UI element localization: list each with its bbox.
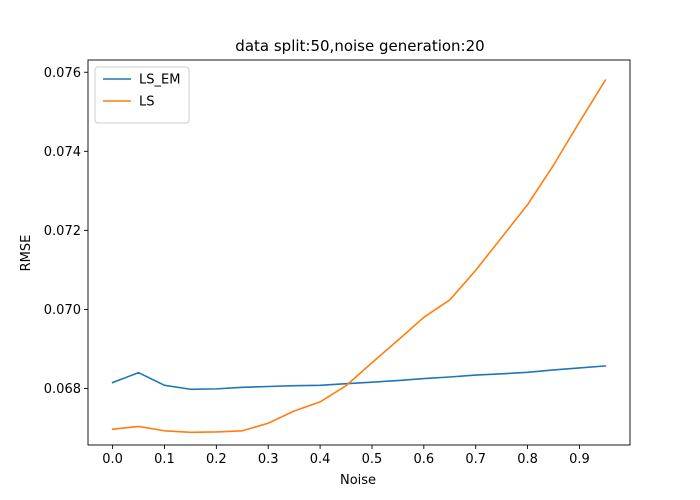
x-tick-label: 0.2	[206, 452, 227, 467]
y-tick-label: 0.070	[44, 303, 81, 318]
x-tick-label: 0.0	[102, 452, 123, 467]
series-line-ls	[113, 80, 606, 432]
x-tick-label: 0.1	[154, 452, 175, 467]
x-tick-label: 0.6	[413, 452, 434, 467]
x-tick-label: 0.5	[362, 452, 383, 467]
y-tick-label: 0.074	[44, 145, 81, 160]
x-tick-label: 0.7	[465, 452, 486, 467]
legend-label-ls-em: LS_EM	[139, 73, 180, 88]
y-tick-label: 0.072	[44, 224, 81, 239]
y-tick-label: 0.076	[44, 66, 81, 81]
legend-label-ls: LS	[139, 95, 155, 110]
series-line-ls-em	[113, 366, 606, 389]
x-tick-label: 0.3	[258, 452, 279, 467]
chart-title: data split:50,noise generation:20	[235, 37, 484, 55]
x-tick-label: 0.4	[310, 452, 331, 467]
x-axis-label: Noise	[340, 473, 376, 488]
x-tick-label: 0.8	[517, 452, 538, 467]
x-tick-label: 0.9	[569, 452, 590, 467]
legend: LS_EM LS	[95, 67, 189, 123]
y-axis-label: RMSE	[19, 235, 34, 272]
y-tick-label: 0.068	[44, 382, 81, 397]
